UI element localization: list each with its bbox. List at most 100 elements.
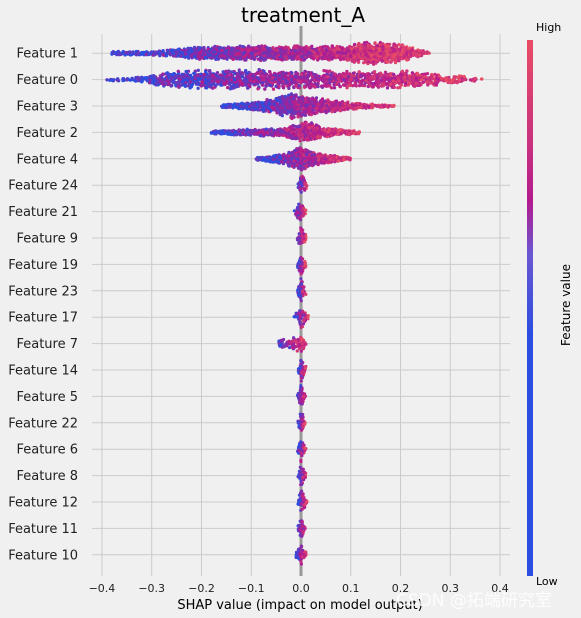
shap-point [390, 56, 394, 61]
shap-point [212, 54, 216, 58]
shap-point [117, 53, 122, 57]
shap-point [124, 50, 129, 54]
shap-point [383, 70, 388, 74]
shap-point [193, 48, 198, 52]
shap-point [244, 46, 248, 51]
shap-point [186, 50, 190, 54]
shap-point [321, 45, 325, 49]
shap-point [214, 57, 218, 62]
shap-point [268, 70, 272, 74]
shap-point [387, 55, 391, 59]
shap-point [263, 87, 267, 91]
shap-point [418, 53, 422, 57]
shap-point [303, 57, 307, 61]
shap-point [366, 43, 370, 47]
shap-point [158, 52, 162, 56]
shap-point [317, 74, 321, 78]
shap-point [176, 49, 180, 53]
shap-point [340, 47, 344, 51]
shap-point [480, 77, 484, 81]
shap-point [237, 55, 241, 59]
shap-point [339, 58, 343, 62]
shap-point [330, 52, 334, 56]
shap-point [292, 54, 296, 58]
shap-point [315, 55, 319, 59]
shap-point [265, 55, 269, 59]
shap-point [369, 53, 373, 58]
shap-point [464, 78, 468, 82]
shap-point [236, 46, 240, 50]
shap-point [217, 47, 222, 51]
shap-point [247, 54, 252, 58]
shap-point [394, 59, 398, 63]
shap-point [254, 49, 258, 53]
shap-point [371, 60, 375, 64]
shap-point [244, 69, 248, 73]
shap-point [389, 50, 393, 55]
shap-point [281, 53, 286, 57]
shap-point [209, 53, 213, 58]
shap-point [241, 51, 245, 55]
shap-point [308, 50, 312, 54]
shap-point [398, 55, 402, 59]
shap-point [221, 70, 225, 74]
shap-point [136, 53, 140, 57]
shap-point [237, 51, 241, 55]
shap-point [317, 48, 321, 52]
shap-point [262, 51, 266, 55]
shap-point [390, 59, 394, 63]
shap-point [258, 57, 262, 61]
shap-point [307, 47, 311, 51]
shap-point [326, 45, 330, 49]
shap-point [344, 50, 348, 54]
shap-point [202, 45, 206, 50]
shap-point [223, 52, 227, 56]
shap-point [170, 48, 174, 52]
shap-point [378, 47, 382, 51]
shap-point [215, 55, 219, 59]
shap-point [347, 45, 351, 49]
shap-point [179, 50, 183, 54]
shap-point [335, 54, 339, 58]
shap-point [258, 49, 262, 53]
shap-point [359, 49, 363, 53]
shap-point [197, 57, 202, 61]
shap-point [220, 48, 224, 52]
shap-point [356, 58, 360, 62]
shap-point [323, 56, 327, 61]
shap-point [245, 53, 249, 57]
shap-point [253, 53, 257, 57]
shap-point [224, 55, 228, 59]
shap-point [258, 53, 262, 57]
shap-point [356, 44, 360, 48]
shap-point [335, 45, 339, 49]
shap-point [298, 46, 302, 50]
shap-point [165, 51, 170, 55]
shap-point [331, 55, 335, 59]
shap-point [289, 49, 293, 53]
shap-point [401, 43, 405, 48]
shap-point [303, 85, 307, 89]
shap-point [203, 56, 207, 60]
shap-point [373, 41, 377, 46]
shap-point [281, 58, 285, 62]
shap-point [344, 56, 348, 61]
shap-point [372, 50, 376, 54]
shap-point [311, 56, 315, 60]
shap-point [224, 47, 228, 51]
shap-point [183, 52, 188, 56]
shap-point [144, 52, 148, 57]
shap-point [337, 47, 341, 51]
shap-point [396, 48, 400, 52]
shap-point [320, 48, 324, 52]
shap-point [310, 44, 314, 48]
shap-point [190, 49, 195, 53]
shap-point [373, 45, 377, 49]
shap-point [271, 54, 276, 58]
shap-point [354, 84, 358, 88]
shap-point [129, 53, 133, 57]
shap-point [328, 47, 332, 51]
shap-point [326, 56, 330, 61]
data-points [105, 40, 484, 566]
